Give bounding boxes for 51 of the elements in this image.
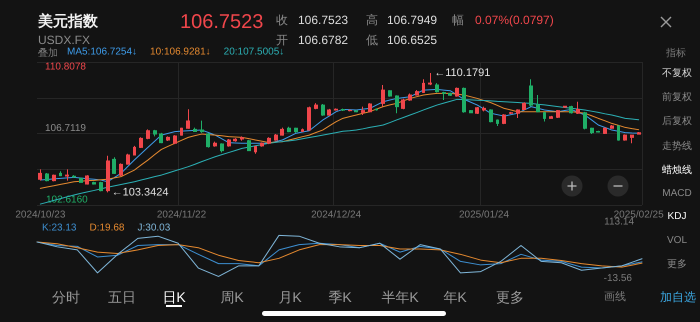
chart-title: 美元指数 — [38, 12, 98, 30]
y-tick-label: 110.8078 — [45, 62, 86, 72]
text: 106.7523 — [180, 11, 264, 33]
text: MACD — [662, 188, 692, 199]
text: 0.07%(0.0797) — [475, 13, 554, 27]
text: 更多 — [496, 289, 524, 305]
text: 五日 — [108, 289, 136, 305]
text: 更多 — [667, 259, 687, 270]
text: 年K — [443, 289, 467, 305]
text: 月K — [278, 289, 302, 305]
text: 幅 — [452, 13, 464, 27]
text: 叠加 — [38, 48, 58, 59]
text: 蜡烛线 — [662, 165, 692, 176]
text: 20:107.5005↓ — [224, 46, 284, 58]
series-label: D:19.68 — [89, 222, 125, 234]
text: 加自选 — [660, 290, 696, 304]
x-tick-label: 2024/11/22 — [156, 210, 207, 220]
text: 走势线 — [662, 141, 692, 152]
text: 收 — [276, 13, 288, 27]
text: KDJ — [668, 211, 686, 222]
text: 106.6525 — [387, 33, 438, 47]
x-tick-label: 2024/12/24 — [311, 210, 362, 220]
annotation: ←110.1791 — [434, 66, 490, 79]
y-tick-label: -13.56 — [604, 273, 632, 284]
text: 指标 — [666, 48, 686, 59]
text: MA5:106.7254↓ — [67, 46, 138, 58]
annotation: ←103.3424 — [112, 186, 168, 198]
text: 10:106.9281↓ — [150, 46, 211, 58]
x-tick-label: 2024/10/23 — [15, 210, 66, 220]
text: 半年K — [381, 289, 419, 305]
text: 画线 — [604, 290, 626, 302]
series-label: J:30.03 — [137, 222, 171, 234]
text: 高 — [366, 13, 378, 27]
y-tick-label: 106.7119 — [45, 123, 86, 134]
text: VOL — [666, 235, 688, 246]
text: 日K — [162, 289, 186, 305]
text: 106.6782 — [298, 33, 348, 47]
y-tick-label: 113.14 — [604, 216, 634, 228]
text: 前复权 — [662, 92, 692, 103]
text: 不复权 — [662, 68, 692, 79]
x-tick-label: 2025/01/24 — [458, 210, 510, 220]
text: 106.7523 — [298, 13, 348, 27]
series-label: K:23.13 — [42, 222, 77, 234]
text: 低 — [366, 33, 378, 47]
text: 后复权 — [662, 116, 692, 127]
text: 分时 — [52, 289, 80, 305]
chart-subtitle: USDX.FX — [38, 33, 90, 47]
text: 开 — [276, 33, 288, 47]
text: 季K — [328, 289, 352, 305]
text: 106.7949 — [387, 13, 438, 27]
text: 周K — [220, 289, 244, 305]
